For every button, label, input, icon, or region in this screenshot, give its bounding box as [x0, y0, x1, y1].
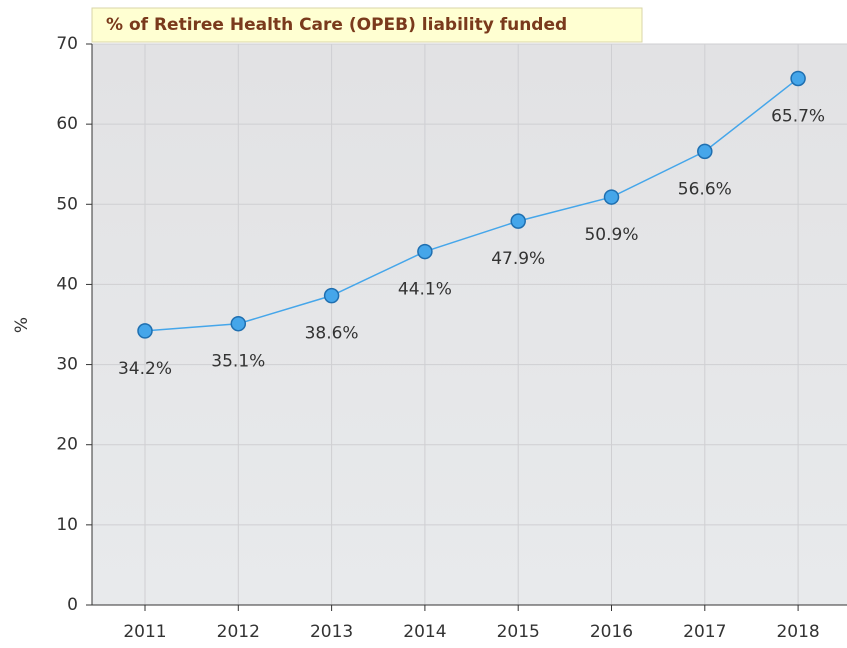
x-tick-label: 2014: [403, 622, 446, 642]
x-tick-label: 2013: [310, 622, 353, 642]
x-tick-label: 2018: [776, 622, 819, 642]
y-tick-label: 60: [56, 114, 78, 134]
data-label: 47.9%: [491, 249, 545, 269]
marker: [603, 189, 620, 205]
y-tick-label: 0: [67, 595, 78, 615]
marker: [417, 243, 433, 260]
y-tick-label: 20: [56, 435, 78, 455]
x-tick-label: 2016: [590, 622, 633, 642]
y-axis-label: %: [12, 317, 32, 333]
x-tick-label: 2017: [683, 622, 726, 642]
marker: [137, 323, 153, 339]
data-label: 34.2%: [118, 359, 172, 379]
y-tick-label: 70: [56, 34, 78, 54]
data-label: 35.1%: [211, 352, 265, 372]
marker: [790, 70, 806, 87]
x-tick-label: 2012: [217, 622, 260, 642]
marker: [230, 315, 247, 332]
chart-title: % of Retiree Health Care (OPEB) liabilit…: [106, 15, 567, 35]
y-tick-label: 40: [56, 274, 78, 294]
y-tick-label: 50: [56, 194, 78, 214]
data-label: 56.6%: [678, 179, 732, 199]
y-tick-label: 10: [56, 515, 78, 535]
x-tick-label: 2015: [497, 622, 540, 642]
marker: [510, 213, 526, 229]
data-label: 44.1%: [398, 280, 452, 300]
x-tick-label: 2011: [123, 622, 166, 642]
data-label: 65.7%: [771, 106, 825, 126]
y-tick-label: 30: [56, 355, 78, 375]
title-box: [91, 7, 643, 43]
plot-area: [92, 44, 847, 605]
marker: [323, 287, 340, 304]
data-label: 38.6%: [305, 324, 359, 344]
marker: [697, 143, 713, 160]
data-label: 50.9%: [584, 225, 638, 245]
line: [144, 77, 799, 332]
